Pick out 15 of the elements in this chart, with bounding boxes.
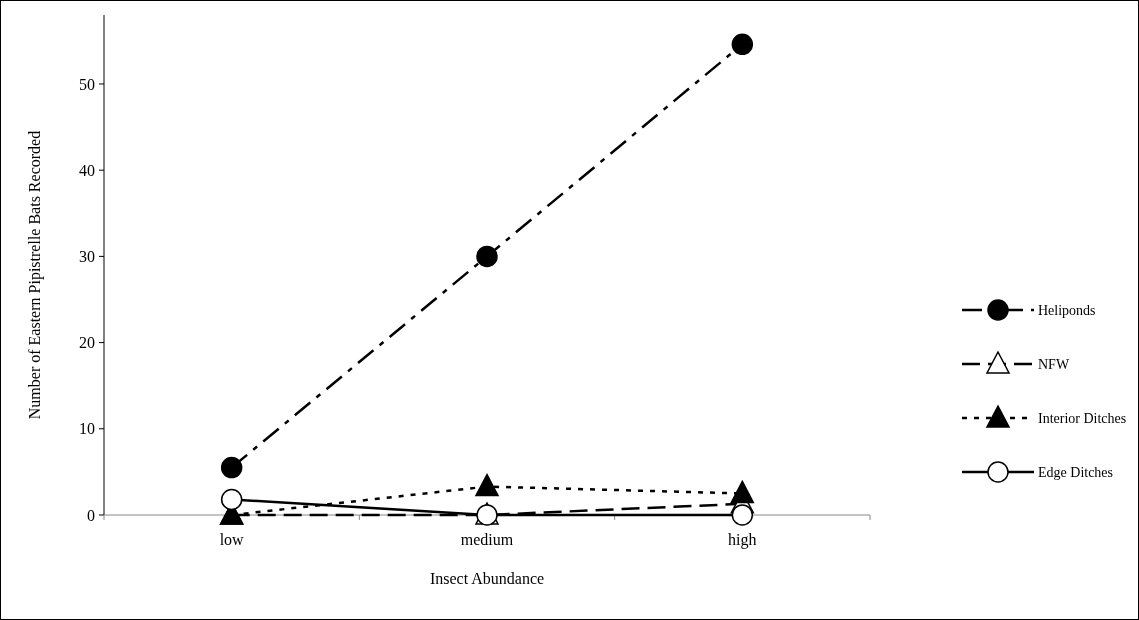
y-tick-label: 20 <box>79 334 95 352</box>
y-axis-title: Number of Eastern Pipistrelle Bats Recorded <box>26 130 44 420</box>
x-tick-label: high <box>728 531 757 549</box>
y-tick-label: 50 <box>79 75 95 93</box>
x-tick-label: low <box>219 531 245 548</box>
y-tick-label: 30 <box>79 247 95 265</box>
legend-label: Interior Ditches <box>1038 410 1127 426</box>
legend-label: Heliponds <box>1038 302 1096 318</box>
x-axis-title: Insect Abundance <box>429 570 545 587</box>
y-tick-label: 0 <box>87 506 95 524</box>
legend-label: Edge Ditches <box>1038 464 1114 480</box>
legend-label: NFW <box>1038 356 1070 372</box>
y-tick-label: 40 <box>79 161 95 179</box>
y-tick-label: 10 <box>79 420 95 438</box>
x-tick-label: medium <box>460 531 514 548</box>
